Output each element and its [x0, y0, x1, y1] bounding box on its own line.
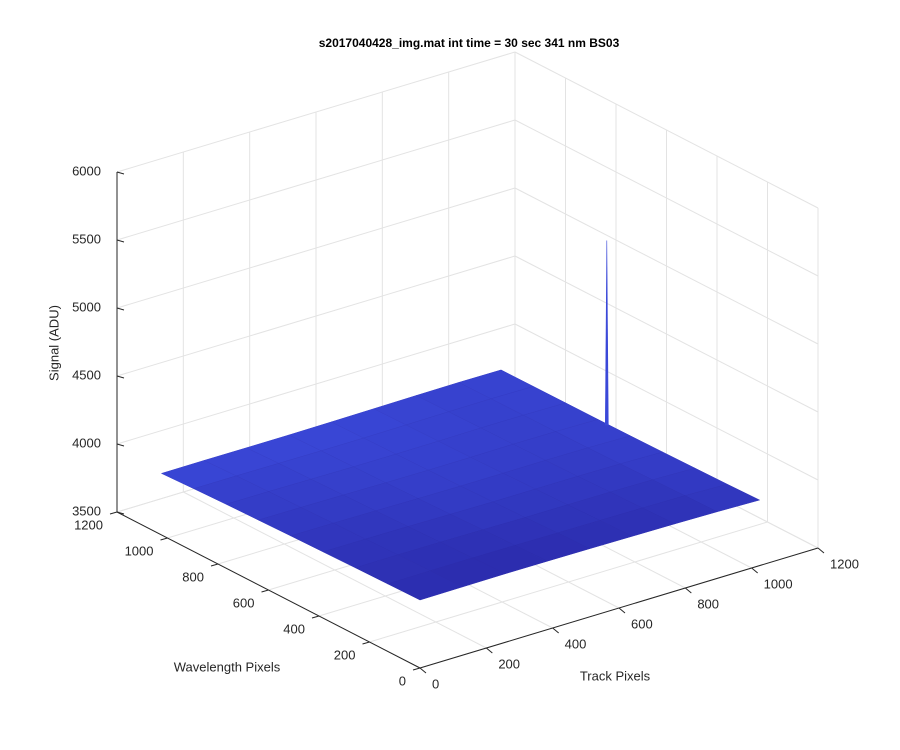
x-tick-label: 0 — [432, 676, 439, 691]
y-tick — [160, 537, 168, 541]
x-tick — [486, 647, 493, 654]
grid-line — [116, 51, 516, 173]
grid-line — [116, 255, 516, 377]
x-tick-label: 400 — [565, 636, 587, 651]
peak-spike — [604, 240, 609, 426]
grid-line — [514, 119, 819, 277]
z-tick — [116, 307, 125, 311]
y-tick-label: 600 — [233, 595, 255, 610]
grid-line — [514, 255, 819, 413]
grid-line — [369, 521, 768, 643]
grid-line — [116, 119, 516, 241]
z-tick — [116, 375, 125, 379]
x-tick — [552, 627, 559, 634]
x-tick-label: 200 — [498, 656, 520, 671]
x-tick — [817, 547, 825, 554]
x-tick — [685, 587, 692, 594]
x-axis-label: Track Pixels — [580, 668, 651, 683]
y-tick-label: 400 — [283, 621, 305, 636]
grid-line — [116, 323, 516, 445]
y-tick-label: 800 — [182, 569, 204, 584]
z-tick-label: 5500 — [72, 231, 101, 246]
x-tick-label: 1200 — [830, 556, 859, 571]
x-tick — [751, 567, 758, 574]
grid-line — [514, 323, 819, 481]
x-tick-label: 800 — [697, 596, 719, 611]
y-tick — [311, 615, 320, 619]
y-tick-label: 0 — [399, 673, 406, 688]
y-tick — [261, 589, 269, 593]
x-tick-label: 1000 — [764, 576, 793, 591]
z-tick-label: 4000 — [72, 435, 101, 450]
z-tick-label: 3500 — [72, 503, 101, 518]
y-tick-label: 200 — [334, 647, 356, 662]
y-tick-label: 1200 — [74, 517, 103, 532]
y-tick — [362, 641, 370, 645]
surface-cell — [387, 570, 464, 601]
grid-line — [514, 187, 819, 345]
z-tick-label: 6000 — [72, 163, 101, 178]
x-tick — [618, 607, 626, 614]
chart-title: s2017040428_img.mat int time = 30 sec 34… — [319, 36, 620, 50]
z-tick — [116, 239, 125, 243]
x-tick — [419, 667, 427, 674]
y-tick — [412, 667, 421, 671]
x-tick-label: 600 — [631, 616, 653, 631]
z-axis-label: Signal (ADU) — [46, 305, 61, 381]
y-tick — [210, 563, 219, 567]
y-axis-label: Wavelength Pixels — [174, 659, 281, 674]
grid-line — [116, 187, 516, 309]
z-tick-label: 4500 — [72, 367, 101, 382]
z-tick — [116, 511, 125, 515]
z-tick — [116, 443, 125, 447]
grid-line — [514, 51, 819, 209]
z-tick — [116, 171, 125, 175]
y-tick — [109, 511, 118, 515]
z-tick-label: 5000 — [72, 299, 101, 314]
y-tick-label: 1000 — [125, 543, 154, 558]
